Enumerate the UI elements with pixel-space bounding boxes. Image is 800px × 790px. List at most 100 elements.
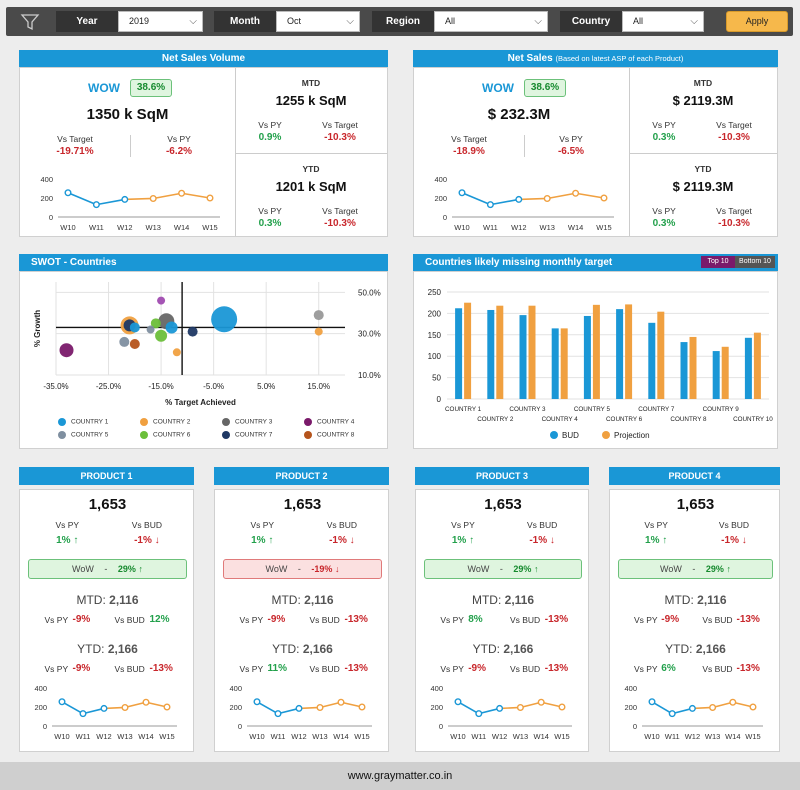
- x-tick-label: W11: [471, 732, 486, 741]
- line-point: [648, 698, 656, 706]
- x-tick-label: -15.0%: [148, 382, 173, 391]
- bar: [625, 304, 633, 399]
- product-vs-bud: -1% ↓: [116, 535, 177, 546]
- scatter-point: [129, 339, 140, 349]
- swot-scatter-chart: -35.0% -25.0% -15.0% -5.0% 5.0% 15.0% 10.0% 30.…: [33, 282, 381, 407]
- product-vs-bud-label: Vs BUD: [527, 520, 558, 530]
- legend-swatch: [58, 431, 66, 439]
- arrow-down-icon: ↓: [741, 535, 747, 546]
- y-tick-label: 400: [229, 684, 242, 693]
- product-trend-chart: 0 200 400 W10 W11 W12 W13 W14 W15: [430, 684, 572, 741]
- x-tick-label: W14: [174, 223, 189, 232]
- x-tick-label: COUNTRY 3: [509, 406, 546, 413]
- volume-mtd-vs-py-value: 0.9%: [258, 132, 282, 143]
- y-tick-label: 0: [49, 213, 53, 222]
- volume-wow-label: WOW: [88, 81, 120, 95]
- chevron-down-icon: ⌵: [534, 16, 542, 27]
- volume-main-value: 1350 k SqM: [86, 106, 169, 123]
- line-point: [121, 195, 129, 203]
- apply-button[interactable]: Apply: [726, 11, 788, 32]
- bar: [496, 305, 504, 399]
- sales-vs-py-label: Vs PY: [559, 134, 583, 144]
- chevron-down-icon: ⌵: [690, 16, 698, 27]
- volume-ytd-vs-py-value: 0.3%: [258, 218, 282, 229]
- sales-mtd-vs-py-label: Vs PY: [652, 120, 676, 130]
- line-point: [496, 704, 504, 712]
- legend-swatch: [304, 431, 312, 439]
- volume-mtd-vs-py-label: Vs PY: [258, 120, 282, 130]
- region-select[interactable]: All ⌵: [434, 11, 548, 32]
- divider: [130, 135, 131, 157]
- product-mtd-vs-py-label: Vs PY: [633, 615, 658, 625]
- line-segment: [651, 701, 673, 715]
- product-ytd-vs-py-value: 11%: [267, 663, 287, 674]
- sales-wow-badge: 38.6%: [524, 79, 566, 97]
- sales-main-value: $ 232.3M: [487, 106, 551, 123]
- x-tick-label: W11: [665, 732, 680, 741]
- x-tick-label: W12: [117, 223, 132, 232]
- line-segment: [124, 197, 154, 201]
- line-point: [572, 189, 580, 197]
- y-tick-label: 0: [43, 722, 47, 731]
- line-point: [64, 189, 72, 197]
- legend-label: COUNTRY 3: [235, 418, 273, 426]
- line-point: [316, 703, 324, 711]
- volume-card-title: Net Sales Volume: [19, 50, 388, 67]
- country-value: All: [633, 16, 644, 26]
- product-trend-chart: 0 200 400 W10 W11 W12 W13 W14 W15: [34, 684, 177, 741]
- y-tick-label: 50: [432, 374, 441, 383]
- y-tick-label: 0: [443, 213, 447, 222]
- y-tick-label: 200: [34, 703, 47, 712]
- volume-vs-py-value: -6.2%: [165, 146, 193, 157]
- product-title: PRODUCT 4: [609, 467, 780, 485]
- y-tick-label: 0: [437, 395, 442, 404]
- sales-ytd-vs-py-value: 0.3%: [652, 218, 676, 229]
- legend-item: COUNTRY 5: [58, 431, 108, 439]
- filter-bar: Year 2019 ⌵ Month Oct ⌵ Region All ⌵ Countr…: [6, 7, 793, 36]
- y-tick-label: 200: [434, 194, 447, 203]
- line-point: [729, 698, 737, 706]
- country-select[interactable]: All ⌵: [622, 11, 704, 32]
- product-ytd-label: YTD:: [665, 642, 693, 656]
- product-ytd: YTD: 2,166: [20, 642, 195, 656]
- product-vs-bud: -1% ↓: [704, 535, 764, 546]
- x-tick-label: W12: [492, 732, 507, 741]
- product-mtd: MTD: 2,116: [610, 593, 781, 607]
- sales-ytd-label: YTD: [694, 164, 712, 174]
- product-wow-badge: WoW - 29% ↑: [28, 559, 187, 579]
- year-select[interactable]: 2019 ⌵: [118, 11, 203, 32]
- bottom10-toggle[interactable]: Bottom 10: [735, 256, 775, 268]
- scatter-point: [119, 336, 130, 347]
- product-vs-py-value: 1%: [645, 535, 660, 546]
- divider: [524, 135, 525, 157]
- filter-icon[interactable]: [16, 11, 44, 33]
- x-tick-label: W14: [333, 732, 348, 741]
- x-tick-label: W12: [685, 732, 700, 741]
- x-tick-label: -25.0%: [96, 382, 121, 391]
- x-tick-label: W13: [513, 732, 528, 741]
- x-tick-label: COUNTRY 10: [733, 416, 773, 423]
- line-segment: [67, 192, 97, 206]
- y-tick-label: 200: [430, 703, 443, 712]
- bar: [744, 337, 752, 399]
- line-point: [92, 201, 100, 209]
- top10-toggle[interactable]: Top 10: [701, 256, 735, 268]
- line-point: [537, 698, 545, 706]
- line-point: [121, 703, 129, 711]
- product-mtd-vs-bud-value: -13%: [344, 614, 368, 625]
- product-vs-bud-value: -1%: [721, 535, 739, 546]
- volume-vs-py-label: Vs PY: [167, 134, 191, 144]
- sales-wow-label: WOW: [482, 81, 514, 95]
- sales-vs-target-label: Vs Target: [451, 134, 487, 144]
- arrow-up-icon: ↑: [469, 535, 475, 546]
- product-wow-value: 29%: [705, 564, 724, 574]
- x-tick-label: W10: [644, 732, 659, 741]
- product-ytd-vs-bud-value: -13%: [344, 663, 368, 674]
- x-tick-label: W13: [312, 732, 327, 741]
- month-select[interactable]: Oct ⌵: [276, 11, 360, 32]
- product-wow-label: WoW: [660, 564, 682, 574]
- volume-ytd-vs-py-label: Vs PY: [258, 206, 282, 216]
- bar: [592, 304, 600, 399]
- product-card: 1,653 Vs PY Vs BUD 1% ↑ -1% ↓ WoW - 29% …: [19, 489, 194, 752]
- scatter-point: [172, 348, 181, 357]
